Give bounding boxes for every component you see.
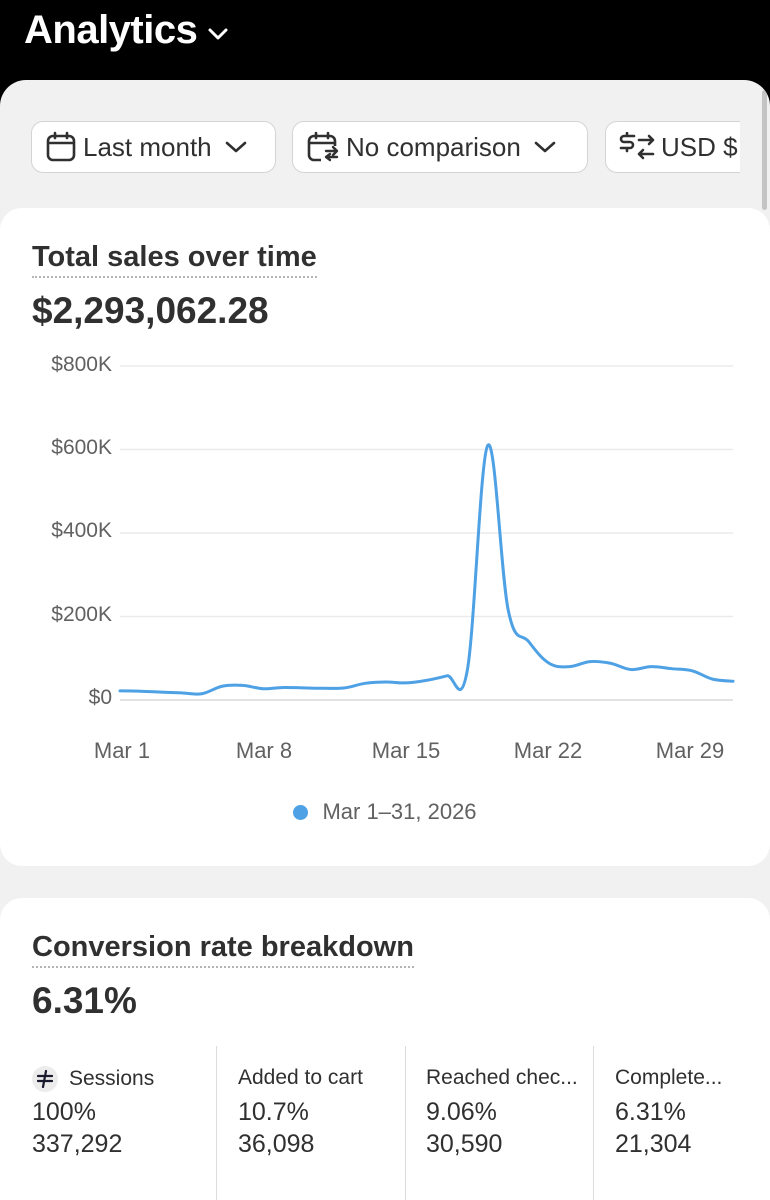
sessions-icon	[32, 1066, 58, 1092]
sales-data-point[interactable]	[604, 657, 616, 669]
sales-data-point[interactable]	[339, 682, 351, 694]
sales-data-point[interactable]	[645, 661, 657, 673]
sales-data-point[interactable]	[564, 661, 576, 673]
date-range-label: Last month	[83, 131, 212, 162]
sales-total-value: $2,293,062.28	[32, 290, 269, 331]
total-sales-card: Total sales over time $2,293,062.28 $800…	[0, 208, 770, 866]
sales-data-point[interactable]	[257, 683, 269, 695]
sales-data-point[interactable]	[584, 656, 596, 668]
sales-series-line[interactable]	[118, 443, 735, 696]
y-tick-label: $0	[88, 686, 112, 709]
comparison-label: No comparison	[346, 131, 521, 162]
x-tick-label: Mar 15	[371, 738, 441, 763]
y-tick-label: $600K	[51, 436, 112, 459]
top-bar: Analytics	[0, 0, 770, 80]
currency-label: USD $	[661, 131, 738, 162]
sales-data-point[interactable]	[625, 664, 637, 676]
sales-data-point[interactable]	[237, 679, 249, 691]
currency-exchange-icon	[619, 132, 655, 162]
funnel-step-label: Sessions	[32, 1066, 154, 1092]
funnel-step-count: 337,292	[32, 1130, 123, 1158]
sales-data-point[interactable]	[441, 670, 453, 682]
sales-data-point[interactable]	[421, 674, 433, 686]
sales-data-point[interactable]	[155, 686, 167, 698]
x-tick-label: Mar 29	[655, 738, 725, 763]
chevron-down-icon	[533, 140, 557, 154]
sales-card-title[interactable]: Total sales over time	[32, 241, 317, 278]
sales-data-point[interactable]	[727, 675, 739, 687]
date-range-button[interactable]: Last month	[31, 121, 276, 173]
funnel-step-count: 21,304	[615, 1130, 692, 1158]
page-title: Analytics	[24, 8, 198, 52]
currency-button[interactable]: USD $	[605, 121, 740, 173]
sales-line-chart[interactable]	[0, 208, 770, 728]
calendar-compare-icon	[306, 131, 340, 163]
sales-data-point[interactable]	[502, 604, 514, 616]
funnel-step-label: Complete...	[615, 1066, 723, 1089]
sales-data-point[interactable]	[359, 677, 371, 689]
sales-data-point[interactable]	[686, 665, 698, 677]
sales-data-point[interactable]	[196, 688, 208, 700]
sales-data-point[interactable]	[277, 681, 289, 693]
funnel-step-sessions: Sessions 100% 337,292	[0, 1046, 216, 1200]
funnel-step-percent: 10.7%	[238, 1098, 309, 1126]
funnel-step-label: Added to cart	[238, 1066, 363, 1089]
chevron-down-icon	[224, 140, 248, 154]
x-tick-label: Mar 1	[93, 738, 151, 763]
sales-data-point[interactable]	[216, 680, 228, 692]
sales-data-point[interactable]	[134, 685, 146, 697]
funnel-step-added-to-cart: Added to cart 10.7% 36,098	[216, 1046, 405, 1200]
funnel-step-percent: 9.06%	[426, 1098, 497, 1126]
sales-data-point[interactable]	[114, 685, 126, 697]
calendar-icon	[45, 131, 77, 163]
sales-data-point[interactable]	[380, 676, 392, 688]
sales-data-point[interactable]	[666, 663, 678, 675]
conversion-rate-value: 6.31%	[32, 980, 137, 1021]
legend-series-dot	[293, 804, 309, 820]
sales-data-point[interactable]	[318, 682, 330, 694]
sales-data-point[interactable]	[461, 664, 473, 676]
analytics-title-menu[interactable]: Analytics	[24, 8, 229, 53]
funnel-step-label: Reached chec...	[426, 1066, 578, 1089]
sales-data-point[interactable]	[298, 682, 310, 694]
x-tick-label: Mar 8	[235, 738, 293, 763]
sales-data-point[interactable]	[400, 677, 412, 689]
analytics-sheet: Last month No comparison USD $ Total sal…	[0, 80, 770, 1200]
sales-data-point[interactable]	[707, 673, 719, 685]
chart-legend[interactable]: Mar 1–31, 2026	[0, 799, 770, 825]
funnel-step-completed: Complete... 6.31% 21,304	[593, 1046, 770, 1200]
y-tick-label: $400K	[51, 519, 112, 542]
filter-bar: Last month No comparison USD $	[0, 121, 740, 175]
legend-series-label: Mar 1–31, 2026	[322, 799, 477, 824]
y-tick-label: $800K	[51, 353, 112, 376]
conversion-rate-card: Conversion rate breakdown 6.31% Sessions…	[0, 898, 770, 1200]
sales-data-point[interactable]	[543, 657, 555, 669]
y-tick-label: $200K	[51, 603, 112, 626]
conversion-card-title[interactable]: Conversion rate breakdown	[32, 931, 414, 968]
funnel-step-count: 30,590	[426, 1130, 503, 1158]
x-tick-label: Mar 22	[513, 738, 583, 763]
funnel-step-reached-checkout: Reached chec... 9.06% 30,590	[405, 1046, 593, 1200]
sales-data-point[interactable]	[523, 636, 535, 648]
funnel-step-percent: 100%	[32, 1098, 96, 1126]
funnel-step-percent: 6.31%	[615, 1098, 686, 1126]
comparison-button[interactable]: No comparison	[292, 121, 588, 173]
sales-data-point[interactable]	[175, 687, 187, 699]
chevron-down-icon	[208, 28, 228, 39]
funnel-step-label-text: Sessions	[69, 1067, 155, 1090]
sales-data-point[interactable]	[482, 439, 494, 451]
funnel-step-count: 36,098	[238, 1130, 315, 1158]
scrollbar[interactable]	[762, 90, 767, 210]
